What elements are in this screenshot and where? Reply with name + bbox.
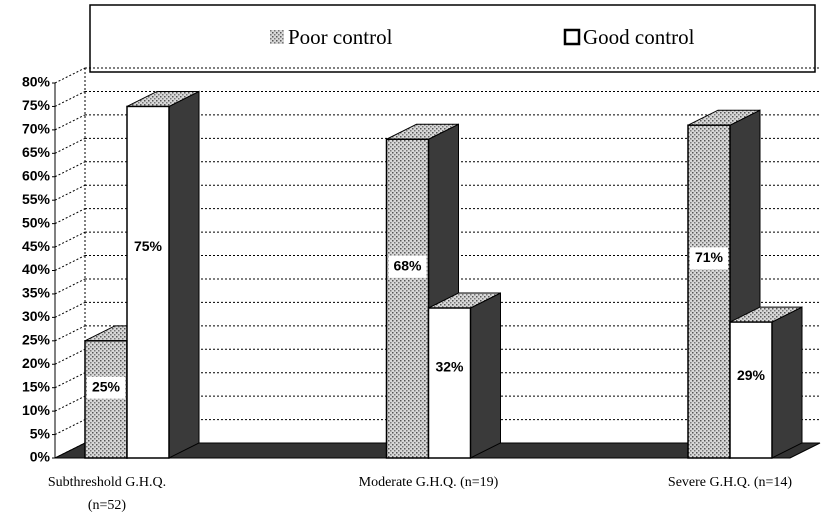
grid-line [54, 184, 86, 201]
y-tick-label: 30% [22, 308, 51, 324]
grid-line [54, 114, 86, 131]
grid-line [54, 348, 86, 365]
bar [427, 307, 472, 459]
y-tick-label: 75% [22, 97, 51, 113]
y-tick-label: 60% [22, 167, 51, 183]
y-tick-label: 80% [22, 74, 51, 90]
bar-side [470, 292, 501, 459]
y-tick-label: 45% [22, 238, 51, 254]
y-tick-label: 15% [22, 378, 51, 394]
legend-label: Good control [583, 25, 695, 49]
value-label: 75% [134, 238, 163, 254]
legend-box [89, 4, 816, 73]
bar-side [771, 306, 803, 459]
legend-swatch [270, 30, 284, 44]
value-label: 71% [695, 249, 724, 265]
grid-line [54, 137, 86, 154]
y-tick-label: 70% [22, 121, 51, 137]
y-tick-label: 40% [22, 261, 51, 277]
y-tick-label: 55% [22, 191, 51, 207]
x-tick-label: Severe G.H.Q. (n=14) [667, 475, 793, 490]
y-tick-label: 50% [22, 214, 51, 230]
value-label-bg [129, 236, 167, 259]
grid-line [54, 161, 86, 178]
value-label: 29% [737, 367, 766, 383]
grid-line [54, 67, 86, 84]
grid-line [54, 231, 86, 248]
bar [385, 138, 430, 459]
grid-line [54, 90, 86, 107]
value-label-bg [87, 376, 125, 399]
bar-side [168, 90, 200, 459]
value-label-bg [388, 255, 427, 278]
y-tick-label: 0% [30, 449, 51, 465]
value-label: 25% [92, 378, 121, 394]
grid-line [54, 419, 86, 436]
y-tick-label: 65% [22, 144, 51, 160]
y-tick-label: 5% [30, 425, 51, 441]
value-label-bg [732, 365, 770, 388]
grid-line [54, 208, 86, 225]
x-tick-label: Subthreshold G.H.Q. (n=52) [47, 475, 167, 513]
grid-line [54, 255, 86, 271]
x-tick-label: Moderate G.H.Q. (n=19) [358, 475, 499, 490]
grid-line [54, 372, 86, 389]
bar [687, 124, 731, 459]
grid-line [54, 395, 86, 412]
y-tick-label: 25% [22, 332, 51, 348]
y-tick-label: 35% [22, 285, 51, 301]
bar [729, 321, 773, 459]
bar [84, 340, 128, 459]
value-label-bg [690, 247, 728, 270]
y-tick-label: 10% [22, 402, 51, 418]
grid-line [54, 301, 86, 318]
value-label-bg [430, 357, 469, 379]
value-label: 32% [435, 359, 464, 375]
legend-swatch [563, 28, 581, 46]
grid-line [54, 278, 86, 295]
legend-label: Poor control [288, 25, 393, 49]
grid-line [54, 325, 86, 342]
value-label: 68% [393, 257, 422, 273]
y-tick-label: 20% [22, 355, 51, 371]
bar [126, 105, 170, 459]
